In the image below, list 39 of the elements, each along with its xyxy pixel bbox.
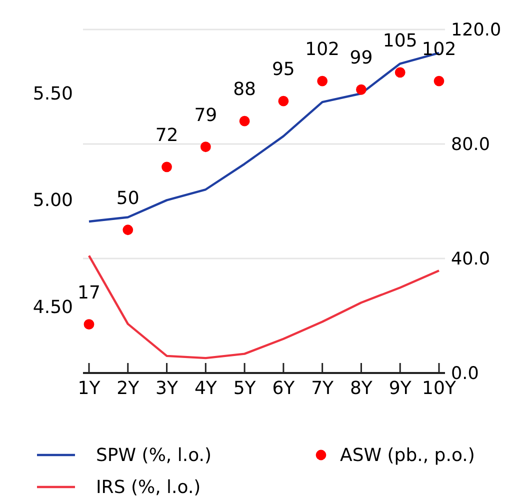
point [200,142,211,152]
point [239,116,250,126]
y-tick-label: 5.50 [32,84,73,105]
data-label: 102 [305,39,340,60]
legend-label: ASW (pb., p.o.) [340,445,475,466]
data-label: 99 [350,48,373,69]
data-label: 72 [155,124,178,146]
legend-label: SPW (%, l.o.) [96,445,212,466]
y2-tick-label: 120.0 [451,20,502,40]
point [356,84,366,95]
legend-label: IRS (%, l.o.) [96,477,201,498]
data-label: 17 [78,282,100,304]
y-tick-label: 5.00 [32,190,73,212]
point [394,67,406,78]
point [434,76,444,86]
point [278,96,289,106]
x-tick-label: 4Y [194,378,218,399]
x-tick-label: 7Y [311,378,335,399]
x-tick-label: 10Y [422,378,457,399]
data-label: 50 [116,188,140,209]
x-tick-label: 2Y [116,378,140,399]
x-tick-label: 8Y [350,378,374,399]
x-tick-label: 3Y [156,378,180,399]
point [317,76,328,86]
x-tick-label: 9Y [388,378,412,399]
y-tick-label: 4.50 [32,296,73,318]
y2-tick-label: 40.0 [451,250,490,270]
point [122,224,134,236]
x-tick-label: 6Y [272,378,296,399]
data-label: 105 [382,30,418,52]
data-label: 88 [233,79,256,100]
data-label: 95 [272,59,295,80]
point [162,162,172,172]
data-label: 102 [422,39,456,60]
point [84,319,94,330]
y2-tick-label: 80.0 [451,135,490,155]
data-label: 79 [194,104,218,126]
x-tick-label: 1Y [78,378,102,399]
x-tick-label: 5Y [233,378,257,399]
